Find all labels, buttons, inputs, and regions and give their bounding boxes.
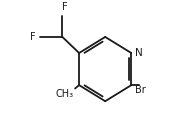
Text: N: N (135, 48, 142, 58)
Text: Br: Br (135, 85, 145, 95)
Text: F: F (30, 32, 36, 42)
Text: CH₃: CH₃ (56, 89, 74, 99)
Text: F: F (62, 2, 68, 11)
